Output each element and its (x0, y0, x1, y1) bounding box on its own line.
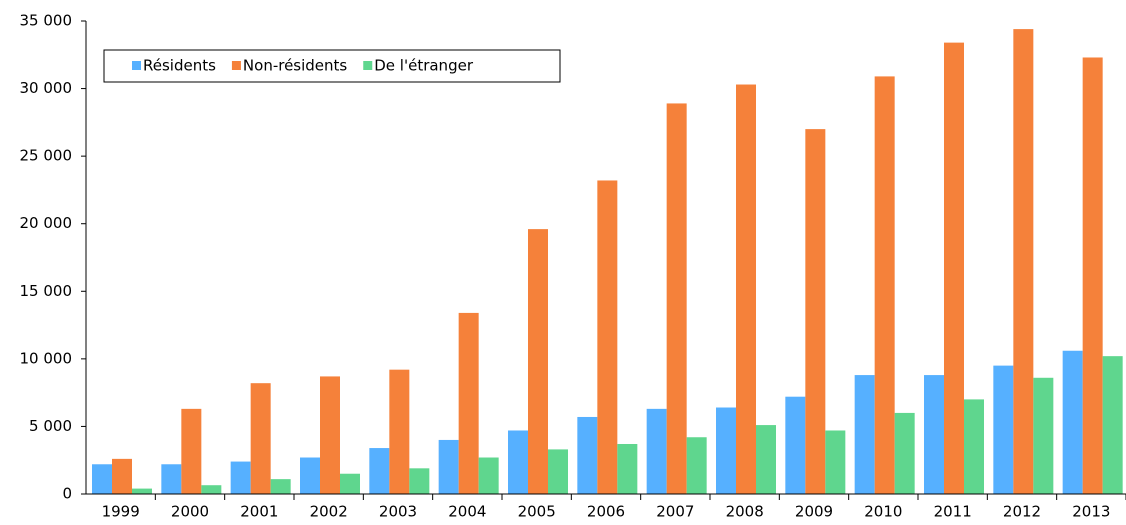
bar (369, 448, 390, 494)
y-tick-label: 0 (62, 485, 72, 503)
bar (894, 412, 915, 494)
x-tick-label: 2000 (171, 503, 209, 521)
bar (478, 457, 499, 494)
bar (1062, 350, 1083, 494)
legend-label: Non-résidents (243, 57, 348, 75)
x-tick-label: 2004 (448, 503, 486, 521)
bar (924, 375, 944, 494)
bar (854, 375, 875, 494)
bar (597, 180, 618, 494)
bar (201, 485, 222, 494)
x-tick-label: 1999 (102, 503, 140, 521)
bar (1102, 356, 1123, 494)
bar (389, 369, 410, 494)
bar (686, 437, 707, 494)
y-tick-label: 30 000 (20, 79, 73, 97)
y-tick-label: 10 000 (20, 349, 73, 367)
bar (112, 458, 132, 494)
y-tick-label: 35 000 (20, 12, 73, 30)
x-tick-label: 2001 (240, 503, 278, 521)
bar (250, 383, 271, 494)
bar (548, 449, 568, 494)
x-tick-label: 2007 (656, 503, 694, 521)
bar (736, 84, 756, 494)
y-tick-label: 25 000 (20, 147, 73, 165)
bar (874, 76, 895, 494)
x-tick-label: 2002 (310, 503, 348, 521)
y-tick-label: 20 000 (20, 214, 73, 232)
bar (785, 396, 806, 494)
bar (944, 42, 964, 494)
bar (964, 399, 984, 494)
x-tick-label: 2010 (864, 503, 902, 521)
legend-box (103, 49, 561, 83)
legend-label: De l'étranger (374, 57, 474, 75)
x-tick-label: 2013 (1072, 503, 1110, 521)
y-tick-label: 5 000 (29, 417, 72, 435)
bar (270, 479, 291, 494)
bar (340, 473, 360, 494)
x-tick-label: 2008 (726, 503, 764, 521)
bar (646, 408, 667, 494)
bar (993, 365, 1014, 494)
bar (230, 461, 251, 494)
bar (756, 425, 776, 494)
bar (805, 129, 826, 494)
x-tick-label: 2009 (795, 503, 833, 521)
x-tick-label: 2003 (379, 503, 417, 521)
bar (666, 103, 687, 495)
bar (528, 229, 548, 494)
bar (1033, 377, 1054, 494)
x-tick-label: 2006 (587, 503, 625, 521)
x-tick-label: 2005 (518, 503, 556, 521)
bar (438, 439, 459, 494)
legend-swatch (231, 61, 241, 70)
bar (409, 468, 430, 494)
y-tick-label: 15 000 (20, 282, 73, 300)
bar (716, 407, 736, 494)
legend-swatch (132, 61, 141, 70)
bar (577, 416, 598, 494)
legend-swatch (363, 61, 373, 70)
bar (617, 443, 638, 494)
bar (508, 430, 528, 494)
bar (1013, 29, 1034, 494)
bar (181, 408, 202, 494)
x-tick-label: 2012 (1003, 503, 1041, 521)
legend-label: Résidents (143, 57, 216, 75)
x-tick-label: 2011 (934, 503, 972, 521)
bar (300, 457, 320, 494)
bar (92, 464, 112, 494)
bar (161, 464, 182, 494)
bar (458, 312, 479, 494)
bar (1082, 57, 1103, 494)
bar (132, 488, 152, 494)
bar (825, 430, 846, 494)
bar (320, 376, 340, 494)
